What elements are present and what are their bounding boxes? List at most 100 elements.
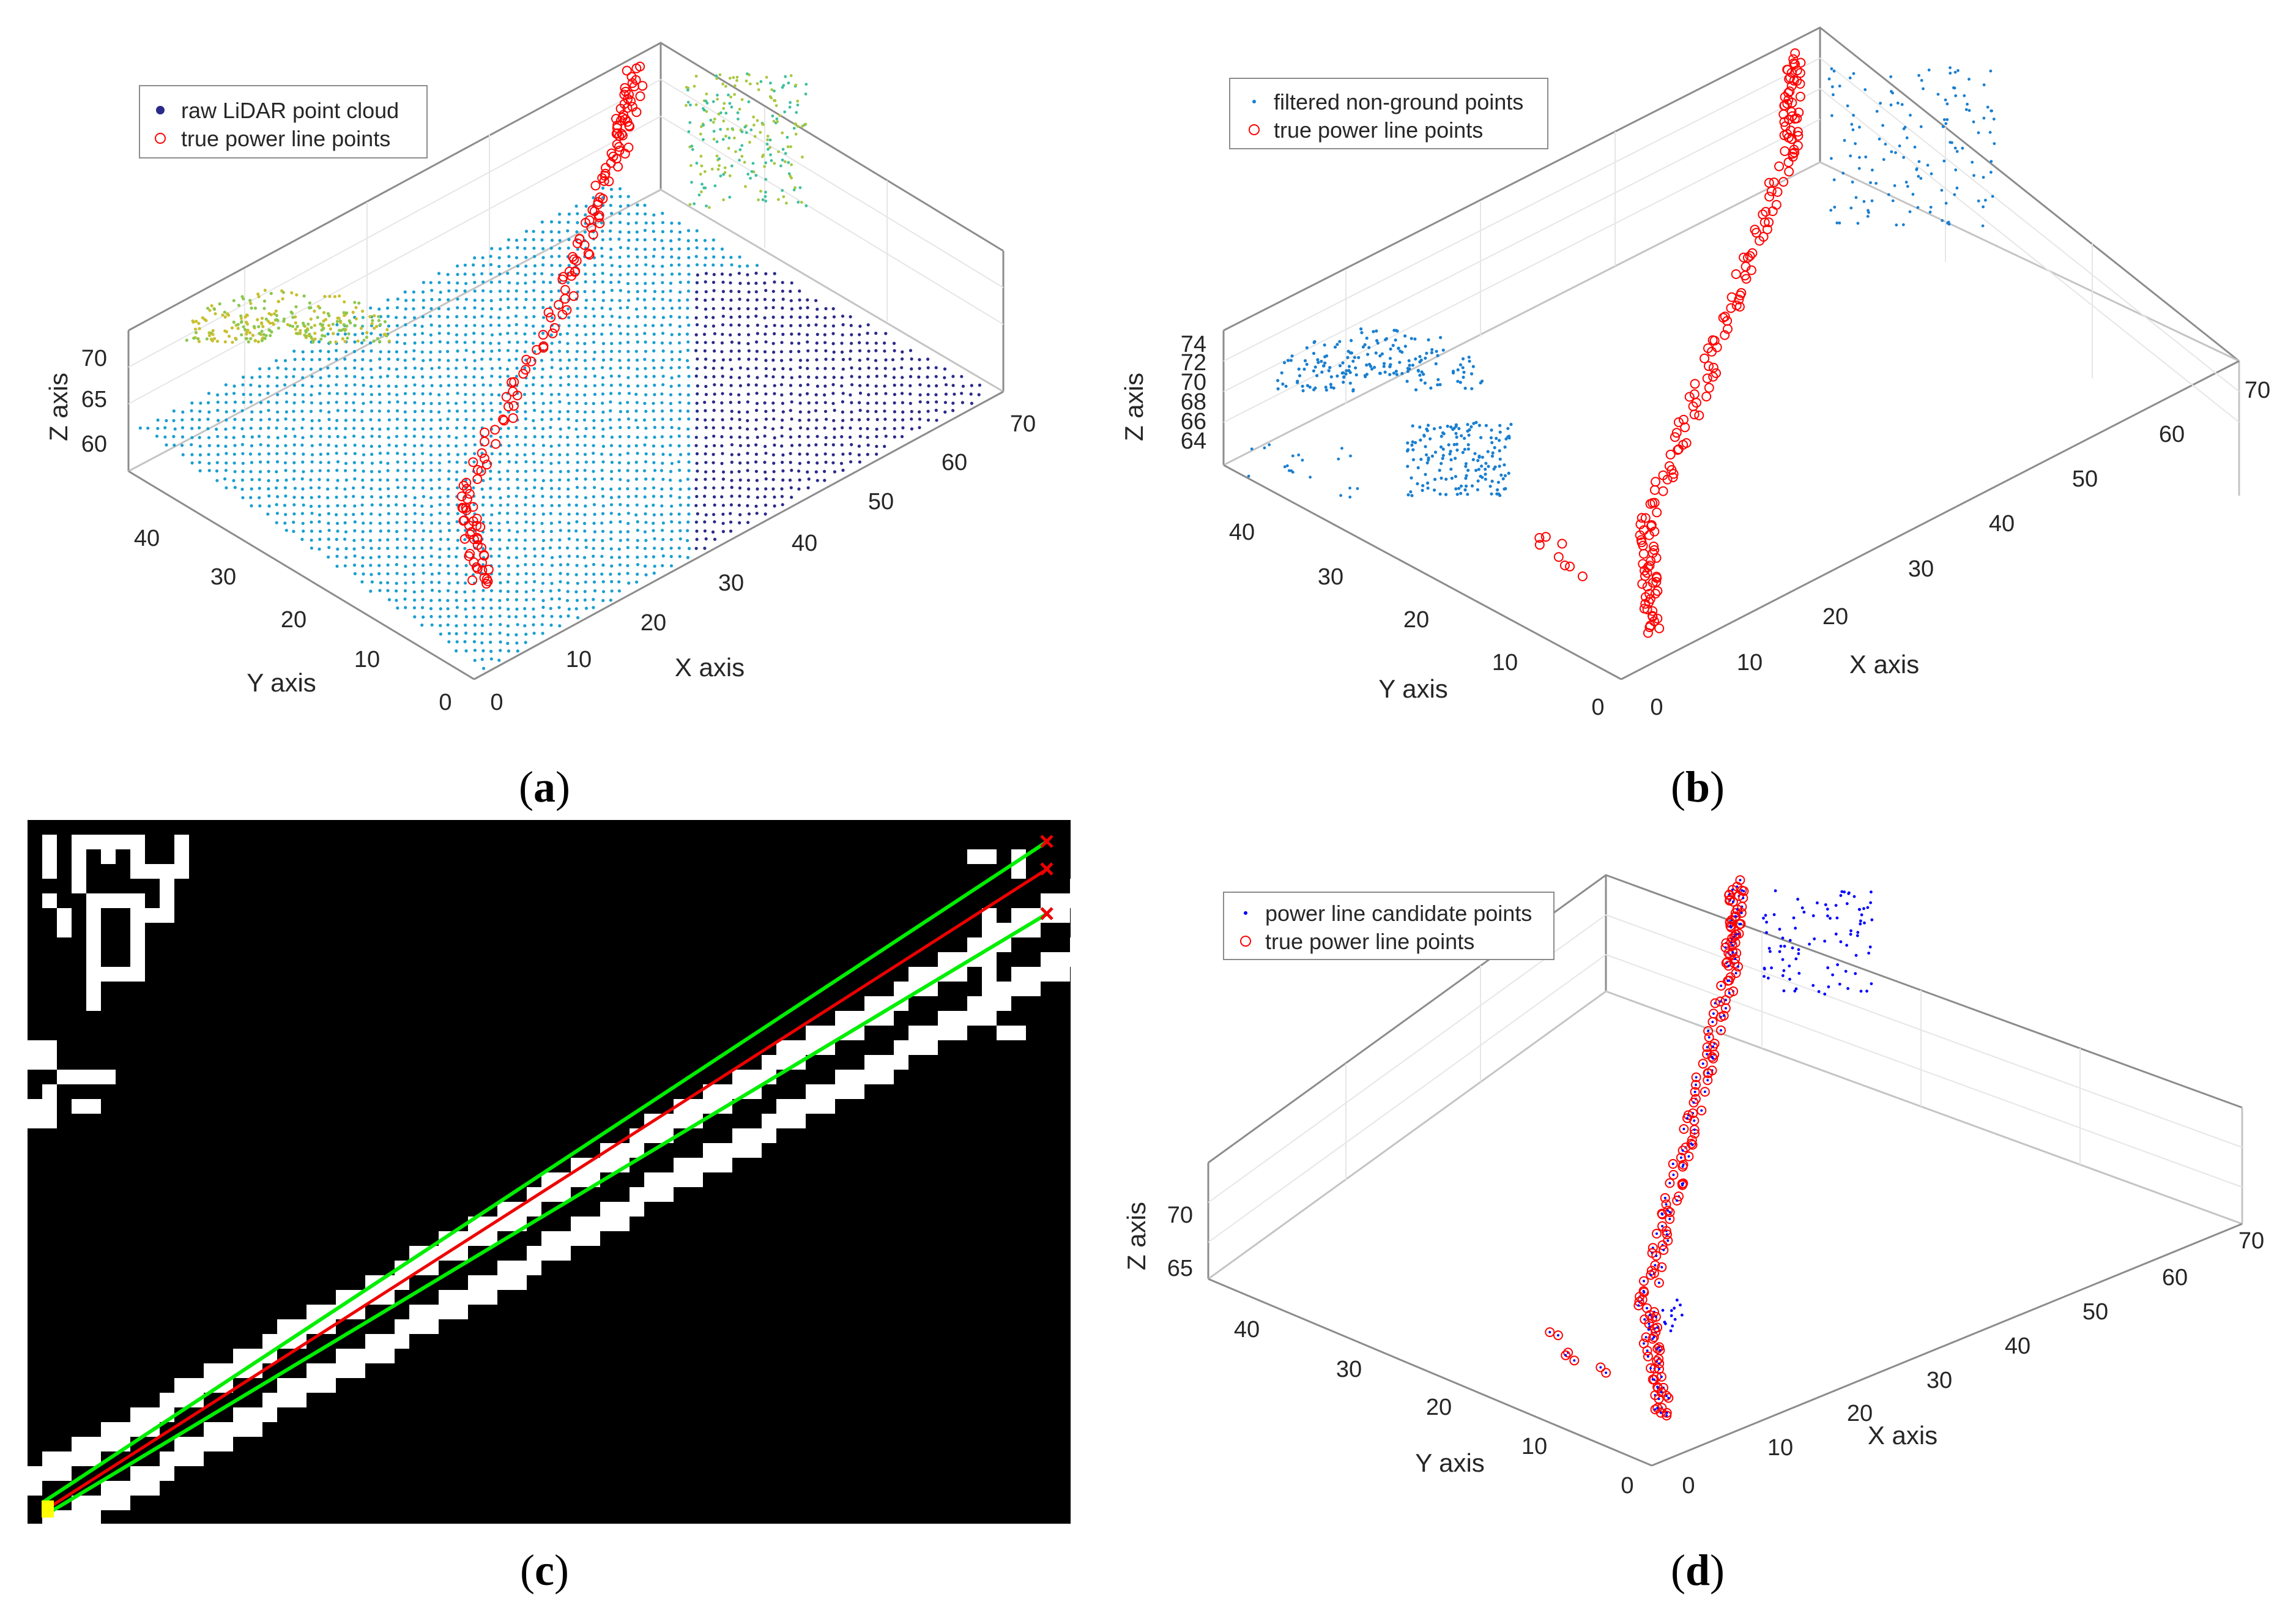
raw-point [849, 324, 853, 327]
power-line-point [1545, 1327, 1555, 1337]
raw-point [841, 426, 844, 430]
raw-point [764, 272, 768, 275]
filtered-point [1459, 484, 1463, 488]
raw-point [524, 290, 528, 294]
filtered-point [1329, 382, 1332, 386]
raw-point [850, 366, 853, 370]
raw-point [396, 469, 399, 472]
raw-point [713, 349, 716, 353]
power-line-point [1654, 1394, 1664, 1404]
raw-point [557, 461, 561, 464]
raw-point [439, 427, 442, 430]
raw-point [370, 409, 374, 413]
raw-point [755, 401, 759, 405]
raw-point [557, 444, 561, 447]
raw-point [850, 375, 853, 378]
raw-point [729, 298, 733, 302]
raw-point [961, 384, 965, 388]
edge-pixel [806, 1084, 820, 1099]
power-line-point [1651, 553, 1662, 563]
raw-point [746, 400, 749, 404]
raw-point [548, 281, 552, 285]
candidate-point [1844, 969, 1848, 973]
edge-pixel [160, 1466, 174, 1481]
raw-point [824, 307, 828, 310]
filtered-point [1336, 343, 1339, 346]
raw-point [489, 477, 492, 481]
raw-point [721, 521, 725, 525]
raw-point [481, 289, 485, 293]
raw-point [540, 623, 544, 627]
candidate-point [1808, 942, 1811, 946]
raw-point [746, 383, 750, 387]
power-line-point [521, 354, 532, 365]
raw-point [849, 460, 853, 464]
filtered-point [1380, 352, 1384, 356]
raw-point [592, 307, 595, 311]
raw-point [232, 392, 236, 395]
raw-point [754, 383, 758, 387]
raw-point [490, 538, 494, 542]
raw-point [318, 443, 322, 447]
candidate-point [1774, 889, 1777, 893]
raw-point [738, 478, 742, 482]
raw-point [258, 486, 261, 490]
raw-point [498, 375, 502, 379]
raw-point [447, 572, 451, 575]
raw-point [437, 521, 442, 525]
power-line-point [629, 81, 639, 92]
raw-point [524, 479, 528, 482]
raw-point [644, 521, 648, 524]
raw-point [439, 290, 442, 294]
panel-a-ylabel: Y axis [247, 668, 316, 697]
raw-point [659, 494, 664, 499]
raw-point [636, 238, 639, 242]
raw-point [301, 487, 305, 491]
power-line-point [611, 114, 621, 124]
raw-point [455, 460, 459, 464]
raw-point [661, 359, 665, 362]
raw-point [677, 460, 681, 464]
raw-point [753, 135, 757, 138]
raw-point [754, 271, 758, 275]
raw-point [661, 426, 665, 430]
raw-point [275, 503, 278, 507]
raw-point [566, 461, 570, 464]
raw-point [295, 324, 299, 329]
raw-point [549, 444, 553, 448]
filtered-point [1926, 163, 1930, 167]
raw-point [533, 435, 537, 439]
raw-point [584, 204, 588, 208]
raw-point [703, 170, 707, 173]
filtered-point [1357, 356, 1361, 359]
candidate-point [1863, 921, 1866, 925]
candidate-point [1856, 931, 1860, 934]
power-line-point [1684, 1151, 1694, 1161]
raw-point [777, 150, 780, 154]
raw-point [532, 504, 536, 508]
power-line-point [538, 330, 548, 340]
raw-point [783, 160, 787, 163]
raw-point [576, 616, 580, 620]
raw-point [833, 427, 836, 431]
raw-point [707, 206, 711, 209]
raw-point [319, 461, 322, 464]
raw-point [464, 615, 469, 619]
raw-point [395, 350, 399, 354]
raw-point [207, 469, 211, 472]
raw-point [789, 358, 793, 362]
raw-point [746, 367, 749, 371]
raw-point [610, 556, 614, 559]
raw-point [343, 340, 347, 343]
power-line-point [1734, 294, 1744, 305]
edge-pixel [72, 1510, 86, 1525]
raw-point [643, 495, 647, 499]
raw-point [224, 427, 228, 431]
filtered-point [1496, 480, 1500, 484]
raw-point [481, 495, 485, 499]
edge-pixel [321, 1363, 336, 1378]
raw-point [550, 581, 554, 586]
raw-point [455, 444, 458, 448]
panel-b-ylabel: Y axis [1378, 674, 1448, 703]
raw-point [644, 255, 647, 259]
